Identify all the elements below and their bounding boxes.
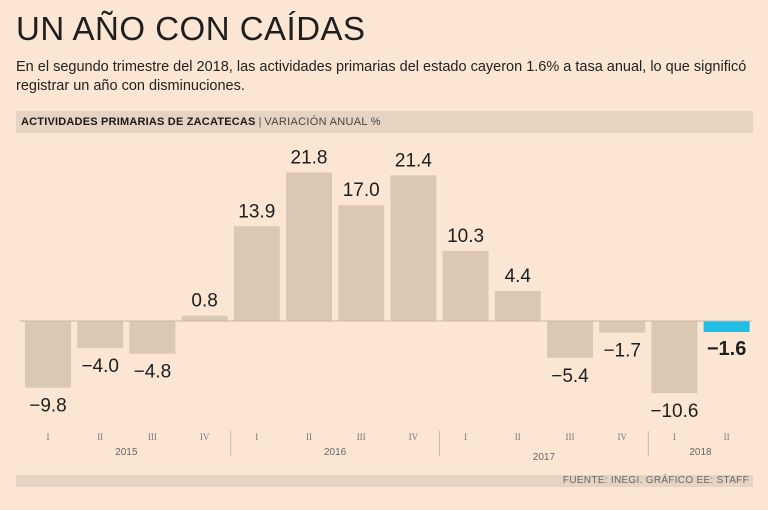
bar-3	[181, 315, 228, 321]
bar-10	[547, 321, 593, 358]
quarter-label-10: III	[566, 432, 575, 442]
bar-1	[77, 321, 124, 349]
value-label-7: 21.4	[395, 150, 432, 171]
indicator-band: ACTIVIDADES PRIMARIAS DE ZACATECAS | VARIA…	[16, 111, 753, 133]
value-label-13: −1.6	[707, 338, 746, 360]
quarter-label-5: II	[306, 432, 312, 442]
bar-5	[286, 172, 332, 321]
value-label-0: −9.8	[29, 396, 67, 417]
quarter-label-7: IV	[409, 432, 419, 442]
quarter-label-1: II	[97, 432, 103, 442]
bar-8	[442, 250, 489, 321]
value-labels-group: −9.8 −4.0 −4.8 0.8 13.9 21.8 17.0 21.4 10.3 4.4 −5…	[29, 148, 746, 423]
value-label-3: 0.8	[191, 291, 217, 312]
year-label-2017: 2017	[533, 452, 556, 463]
quarter-label-2: III	[148, 432, 157, 442]
band-separator: |	[258, 116, 262, 128]
quarter-label-0: I	[47, 432, 50, 442]
source-note: FUENTE: INEGI. GRÁFICO EE: STAFF	[562, 475, 749, 486]
indicator-name: ACTIVIDADES PRIMARIAS DE ZACATECAS	[21, 116, 256, 128]
value-label-10: −5.4	[551, 366, 589, 387]
bar-2	[129, 321, 176, 354]
quarter-label-4: I	[255, 432, 258, 442]
chart-subtitle: En el segundo trimestre del 2018, las ac…	[16, 59, 747, 94]
bar-12	[651, 321, 698, 394]
quarter-label-12: I	[673, 432, 676, 442]
year-label-2016: 2016	[324, 447, 347, 458]
chart-title: UN AÑO CON CAÍDAS	[16, 10, 366, 47]
bar-11	[599, 321, 646, 333]
value-label-5: 21.8	[291, 148, 328, 169]
year-label-2015: 2015	[115, 447, 138, 458]
quarter-label-3: IV	[200, 432, 210, 442]
bar-7	[390, 175, 437, 321]
value-label-4: 13.9	[238, 201, 275, 222]
quarter-label-11: IV	[617, 432, 627, 442]
bar-13	[703, 321, 750, 332]
bar-6	[338, 205, 385, 321]
quarter-label-9: II	[515, 432, 521, 442]
bar-0	[25, 321, 71, 388]
value-label-9: 4.4	[505, 266, 532, 287]
value-label-1: −4.0	[81, 356, 119, 377]
bar-9	[494, 291, 541, 321]
bars-group	[25, 172, 750, 394]
year-label-2018: 2018	[689, 447, 712, 458]
value-label-2: −4.8	[134, 362, 172, 383]
source-band: FUENTE: INEGI. GRÁFICO EE: STAFF	[16, 475, 753, 487]
bar-4	[233, 226, 280, 321]
value-label-11: −1.7	[603, 341, 641, 362]
unit-label: VARIACIÓN ANUAL %	[264, 116, 381, 128]
value-label-6: 17.0	[343, 180, 380, 201]
quarter-label-6: III	[357, 432, 366, 442]
quarter-label-13: II	[724, 432, 730, 442]
quarter-label-8: I	[464, 432, 467, 442]
value-label-8: 10.3	[447, 226, 484, 247]
value-label-12: −10.6	[650, 401, 698, 422]
